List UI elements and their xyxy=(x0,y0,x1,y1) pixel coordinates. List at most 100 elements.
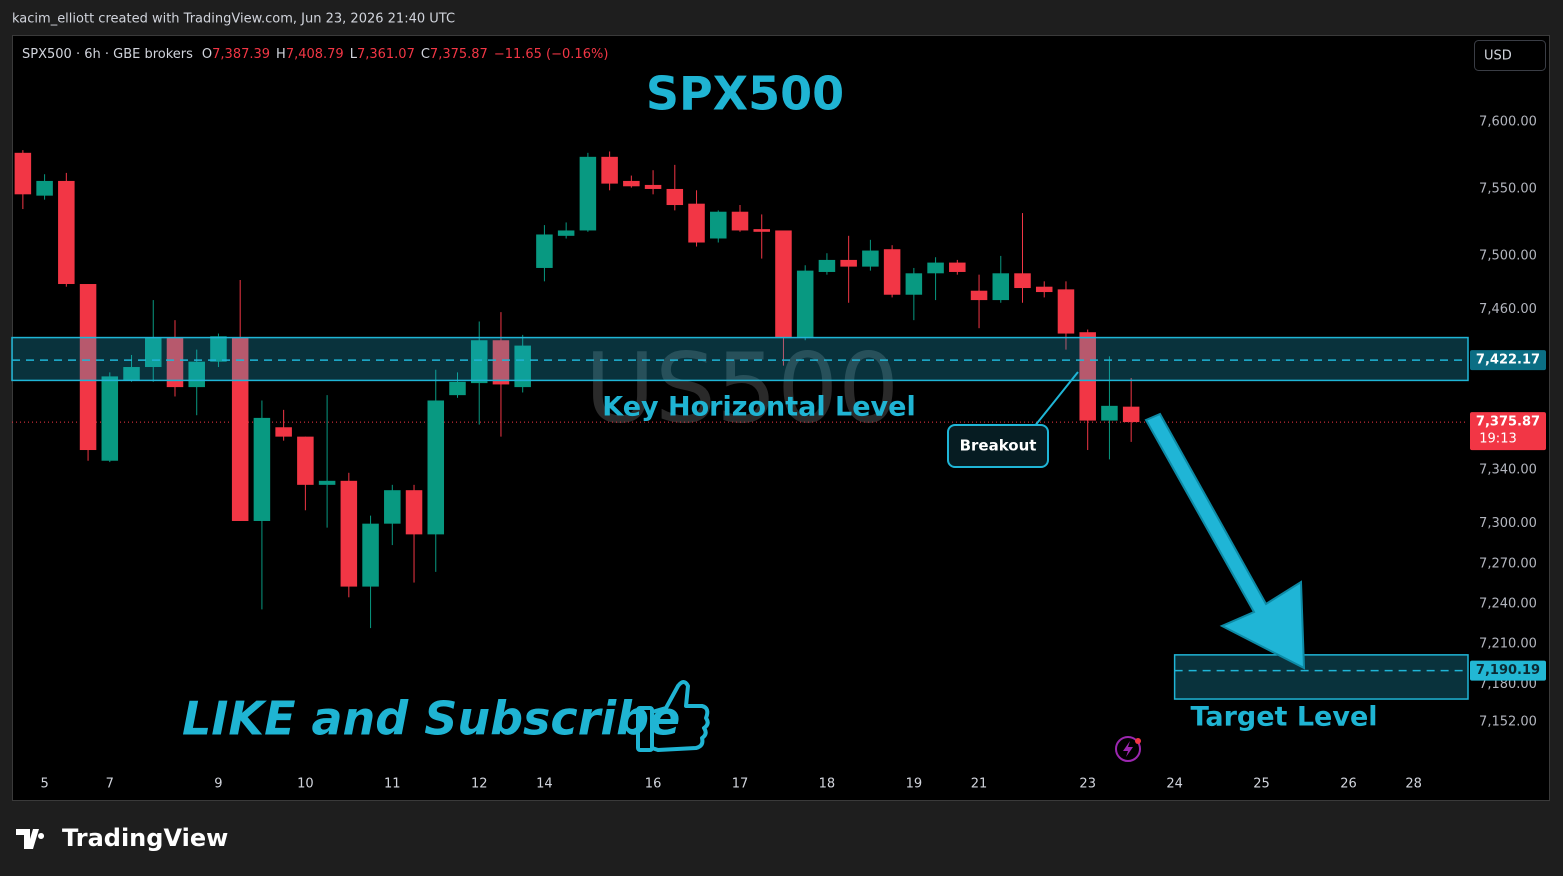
candle-body xyxy=(297,436,314,485)
credit: kacim_elliott created with TradingView.c… xyxy=(12,12,455,27)
candle-body xyxy=(1079,332,1096,421)
legend: SPX500 · 6h · GBE brokers O7,387.39 H7,408… xyxy=(22,47,608,62)
candle-body xyxy=(166,337,184,388)
candle-body xyxy=(536,234,553,268)
candle-body xyxy=(992,273,1010,301)
candle-body xyxy=(775,230,792,338)
currency-button[interactable] xyxy=(1474,40,1546,71)
candle-body xyxy=(905,273,923,295)
candle-body xyxy=(862,250,879,267)
candle-body xyxy=(449,381,466,396)
thumbs-up-icon xyxy=(636,680,710,752)
candle-body xyxy=(318,480,336,485)
candle-body xyxy=(1057,289,1075,334)
candle-body xyxy=(949,262,966,272)
price-tag xyxy=(1470,412,1546,451)
x-tick-label: 23 xyxy=(1079,777,1096,792)
zone-text: Target Level xyxy=(1190,702,1377,733)
x-tick-label: 10 xyxy=(297,777,314,792)
legend-value: 7,361.07 xyxy=(357,47,415,62)
price-tag-label: 7,375.87 xyxy=(1476,415,1540,430)
candle-body xyxy=(927,262,944,274)
chart-title: SPX500 xyxy=(646,67,844,121)
candle-body xyxy=(362,523,379,587)
y-tick-label: 7,210.00 xyxy=(1479,637,1537,652)
candle-body xyxy=(579,156,597,231)
zone xyxy=(1173,654,1469,700)
logo-mark xyxy=(16,829,45,849)
candle-body xyxy=(14,152,32,195)
legend-key: H xyxy=(276,47,286,62)
candle-body xyxy=(470,340,488,384)
plot: 7,600.00 7,550.00 7,500.00 7,460.00 7,340.00… xyxy=(11,115,1546,792)
candle-body xyxy=(644,184,662,189)
alert-bolt xyxy=(1123,741,1133,757)
y-tick-label: 7,340.00 xyxy=(1479,463,1537,478)
price-tag xyxy=(1470,660,1546,681)
candle-body xyxy=(123,367,140,381)
zone-text: Key Horizontal Level xyxy=(602,392,915,423)
candle-body xyxy=(79,284,97,451)
candle-body xyxy=(253,417,271,521)
x-tick-label: 5 xyxy=(40,777,48,792)
callout-box xyxy=(947,424,1049,468)
x-tick-label: 17 xyxy=(732,777,749,792)
x-tick-label: 21 xyxy=(971,777,988,792)
x-tick-label: 28 xyxy=(1405,777,1422,792)
candle-body xyxy=(623,180,640,187)
legend-key: L xyxy=(350,47,358,62)
candle-body xyxy=(101,376,119,461)
alert-icon[interactable] xyxy=(1115,736,1141,762)
y-tick-label: 7,600.00 xyxy=(1479,115,1537,130)
x-tick-label: 7 xyxy=(106,777,114,792)
y-tick-label: 7,550.00 xyxy=(1479,181,1537,196)
call-to-action: LIKE and Subscribe xyxy=(182,692,680,746)
x-tick-label: 9 xyxy=(214,777,222,792)
candle-body xyxy=(514,345,531,388)
candle-body xyxy=(275,427,292,437)
logo-text: TradingView xyxy=(62,824,228,852)
legend-value: 7,408.79 xyxy=(286,47,344,62)
price-tag-label: 7,190.19 xyxy=(1476,663,1540,678)
candle-body xyxy=(405,490,423,535)
x-tick-label: 12 xyxy=(471,777,488,792)
candle-body xyxy=(753,229,770,232)
candle-body xyxy=(1122,406,1140,423)
x-tick-label: 18 xyxy=(819,777,836,792)
y-tick-label: 7,270.00 xyxy=(1479,556,1537,571)
candle-body xyxy=(840,259,857,267)
candle-body xyxy=(731,211,749,231)
legend-key: O xyxy=(202,47,212,62)
x-tick-label: 25 xyxy=(1253,777,1270,792)
callout-text: Breakout xyxy=(960,437,1037,455)
x-tick-label: 11 xyxy=(384,777,401,792)
candle-body xyxy=(384,490,401,524)
price-tag xyxy=(1470,350,1546,371)
y-tick-label: 7,240.00 xyxy=(1479,596,1537,611)
y-tick-label: 7,300.00 xyxy=(1479,516,1537,531)
x-tick-label: 19 xyxy=(906,777,923,792)
legend-key: C xyxy=(421,47,430,62)
candle-body xyxy=(883,249,901,295)
candle-body xyxy=(1101,405,1118,421)
y-tick-label: 7,460.00 xyxy=(1479,302,1537,317)
candle-body xyxy=(818,259,836,272)
candle-body xyxy=(1014,273,1031,289)
candle-body xyxy=(58,180,75,285)
x-tick-label: 14 xyxy=(536,777,553,792)
candle-body xyxy=(601,156,618,184)
x-tick-label: 16 xyxy=(645,777,662,792)
candle-body xyxy=(666,188,684,206)
y-tick-label: 7,500.00 xyxy=(1479,248,1537,263)
currency: USD xyxy=(1484,49,1512,64)
alert-dot xyxy=(1135,738,1141,744)
arrow xyxy=(1144,412,1306,670)
x-tick-label: 24 xyxy=(1166,777,1183,792)
candle-body xyxy=(688,203,705,243)
y-tick-label: 7,152.00 xyxy=(1479,714,1537,729)
candle-body xyxy=(557,230,575,236)
candle-body xyxy=(710,211,727,239)
legend-change: −11.65 (−0.16%) xyxy=(494,47,609,62)
candle-body xyxy=(210,336,227,362)
